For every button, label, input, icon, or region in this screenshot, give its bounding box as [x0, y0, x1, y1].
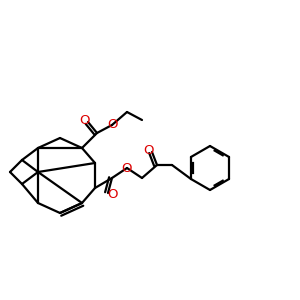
Text: O: O	[108, 188, 118, 202]
Text: O: O	[80, 113, 90, 127]
Text: O: O	[143, 145, 153, 158]
Text: O: O	[122, 161, 132, 175]
Text: O: O	[107, 118, 117, 131]
